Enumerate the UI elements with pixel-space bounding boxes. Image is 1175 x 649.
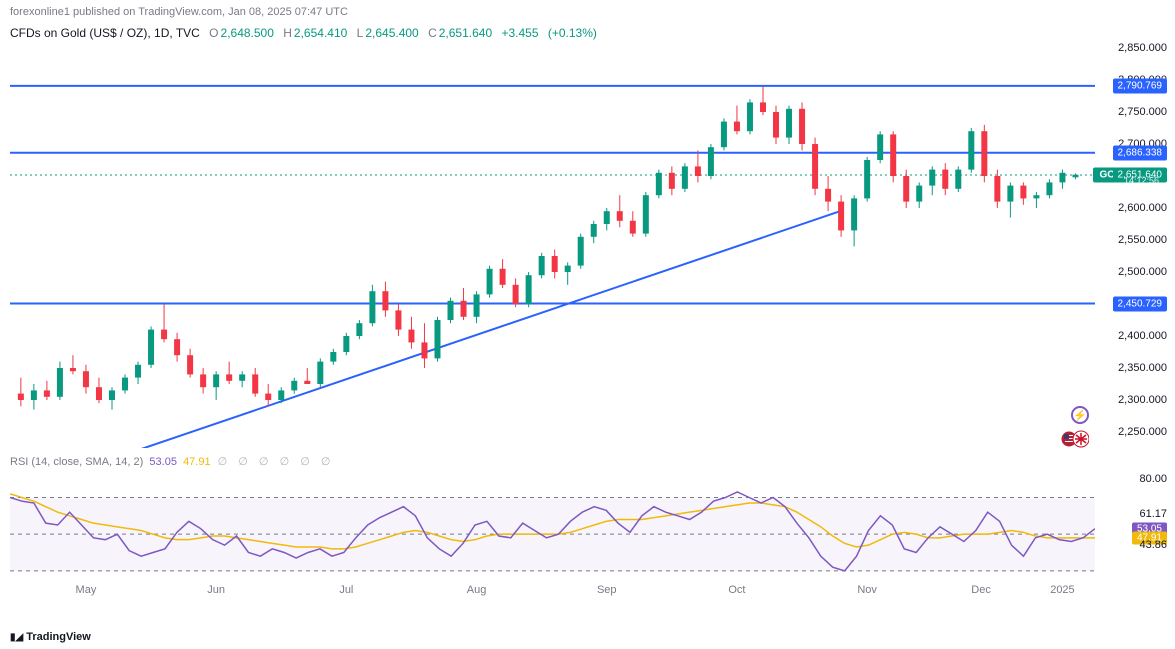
time-x-axis: MayJunJulAugSepOctNovDec2025 [10,584,1095,604]
symbol-title: CFDs on Gold (US$ / OZ), 1D, TVC [10,26,200,40]
ohlc-block: O2,648.500 H2,654.410 L2,645.400 C2,651.… [209,26,603,40]
tradingview-watermark: ▮◢ TradingView [10,631,91,643]
rsi-header: RSI (14, close, SMA, 14, 2) 53.05 47.91 … [10,455,334,468]
rsi-chart[interactable] [10,470,1095,580]
publisher-info: forexonline1 published on TradingView.co… [0,0,1175,24]
chart-title-bar: CFDs on Gold (US$ / OZ), 1D, TVC O2,648.… [0,24,1175,42]
rsi-y-axis: 80.0061.1753.0547.9143.86 [1097,470,1175,580]
flash-icon[interactable]: ⚡ [1071,406,1089,424]
price-y-axis: 2,850.0002,800.0002,750.0002,700.0002,65… [1097,48,1175,448]
price-chart[interactable]: GOLD [10,48,1095,448]
flag-icons[interactable] [1061,430,1089,448]
